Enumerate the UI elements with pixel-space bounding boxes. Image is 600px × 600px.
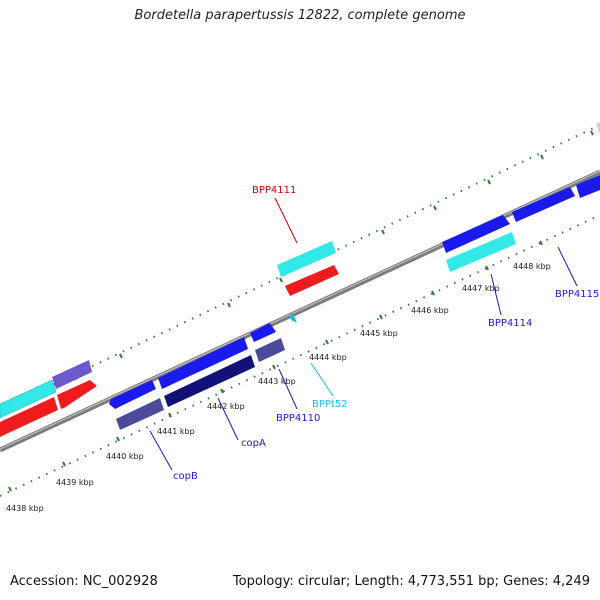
label-connectors (149, 197, 578, 471)
bpp4115-gene[interactable] (512, 187, 575, 222)
edge-gray-feature (596, 122, 600, 134)
scale-label-4442: 4442 kbp (207, 402, 245, 411)
scale-labels: 4438 kbp 4439 kbp 4440 kbp 4441 kbp 4442… (6, 262, 551, 513)
dark-blue-feature-copA (164, 355, 255, 407)
scale-label-4440: 4440 kbp (106, 452, 144, 461)
genome-summary-text: Topology: circular; Length: 4,773,551 bp… (232, 574, 590, 589)
scale-label-4448: 4448 kbp (513, 262, 551, 271)
copB-gene[interactable] (109, 380, 156, 409)
label-bpp4115[interactable]: BPP4115 (555, 289, 599, 300)
scale-label-4439: 4439 kbp (56, 478, 94, 487)
left-purple-feature (52, 360, 92, 389)
label-bpp4110[interactable]: BPP4110 (276, 413, 320, 424)
purple-feature-bpp4110 (255, 338, 285, 362)
upper-major-ticks (24, 130, 594, 404)
lower-major-ticks (8, 240, 543, 492)
bpp4114-gene[interactable] (442, 215, 510, 253)
left-red-feature-b (57, 380, 97, 409)
edge-gene-right (576, 175, 600, 198)
label-bppt52[interactable]: BPPt52 (312, 399, 348, 410)
accession-text: Accession: NC_002928 (10, 574, 158, 589)
genome-backbone (0, 169, 600, 453)
scale-label-4441: 4441 kbp (157, 427, 195, 436)
map-title: Bordetella parapertussis 12822, complete… (134, 8, 466, 23)
bpp4111-gene[interactable] (285, 265, 339, 296)
bppt52-trna[interactable] (289, 314, 297, 323)
genome-backbone-highlight (0, 170, 600, 450)
label-copa[interactable]: copA (241, 438, 266, 449)
left-red-feature-a (0, 397, 58, 437)
label-copb[interactable]: copB (173, 471, 198, 482)
left-cyan-feature (0, 379, 57, 419)
copA-gene[interactable] (158, 337, 248, 389)
bpp4114-cyan-feature (446, 232, 516, 272)
scale-label-4445: 4445 kbp (360, 329, 398, 338)
scale-label-4444: 4444 kbp (309, 353, 347, 362)
left-feature-cluster (0, 360, 97, 437)
purple-feature-copB (116, 398, 164, 430)
scale-label-4447: 4447 kbp (462, 284, 500, 293)
scale-label-4443: 4443 kbp (258, 377, 296, 386)
bpp4111-cyan-feature (277, 241, 336, 277)
label-bpp4111[interactable]: BPP4111 (252, 185, 296, 196)
label-bpp4114[interactable]: BPP4114 (488, 318, 532, 329)
scale-label-4446: 4446 kbp (411, 306, 449, 315)
gene-labels: BPP4111 BPPt52 BPP4110 copA copB BPP4114… (173, 185, 599, 482)
scale-label-4438: 4438 kbp (6, 504, 44, 513)
bpp4110-gene[interactable] (250, 323, 276, 342)
